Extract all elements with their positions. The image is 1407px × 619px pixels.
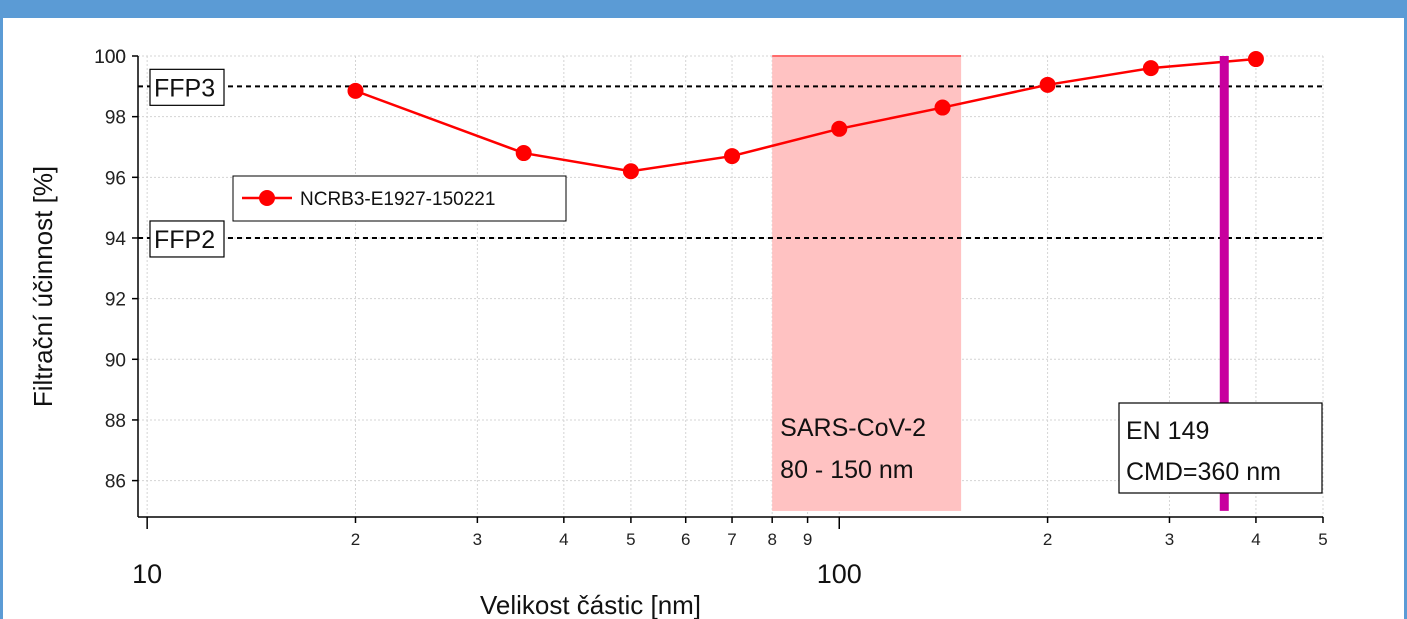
x-minor-tick-label: 5 <box>626 530 635 549</box>
data-point <box>934 99 951 116</box>
y-tick-label: 96 <box>105 168 126 189</box>
sars-cov-2-band <box>772 56 962 511</box>
data-point <box>1039 76 1056 93</box>
y-tick-label: 94 <box>105 229 127 250</box>
y-tick-label: 100 <box>94 47 126 68</box>
data-point <box>515 145 532 162</box>
x-axis-title: Velikost částic [nm] <box>480 590 701 619</box>
band-label: SARS-CoV-2 80 - 150 nm <box>780 414 926 484</box>
y-tick-label: 90 <box>105 350 126 371</box>
slide-header-bar <box>0 0 1407 18</box>
x-minor-tick-label: 5 <box>1318 530 1327 549</box>
y-tick-label: 92 <box>105 290 126 311</box>
label-ffp3-text: FFP3 <box>154 74 215 102</box>
band-label-line1: SARS-CoV-2 <box>780 414 926 442</box>
x-minor-tick-label: 3 <box>1165 530 1174 549</box>
x-minor-tick-label: 9 <box>803 530 812 549</box>
x-minor-tick-label: 3 <box>473 530 482 549</box>
label-ffp3-box <box>149 68 225 106</box>
data-point <box>724 148 741 165</box>
cmd-label: EN 149 CMD=360 nm <box>1118 402 1323 494</box>
slide-border-left <box>0 18 3 619</box>
cmd-label-line1: EN 149 <box>1126 417 1209 445</box>
x-minor-tick-label: 4 <box>559 530 568 549</box>
label-ffp2-box <box>149 220 225 258</box>
cmd-label-line2: CMD=360 nm <box>1126 458 1281 486</box>
y-tick-label: 88 <box>105 411 126 432</box>
x-minor-tick-label: 8 <box>767 530 776 549</box>
data-point <box>1142 60 1159 77</box>
data-point <box>831 120 848 137</box>
y-tick-label: 98 <box>105 108 126 129</box>
label-ffp2: FFP2 <box>149 220 225 258</box>
x-minor-tick-label: 7 <box>727 530 736 549</box>
label-ffp2-text: FFP2 <box>154 226 215 254</box>
x-major-tick-label: 10 <box>132 559 162 589</box>
legend-series-label: NCRB3-E1927-150221 <box>300 189 495 210</box>
y-tick-label: 100 <box>94 47 126 68</box>
x-major-tick-label: 100 <box>817 559 862 589</box>
cmd-label-box <box>1118 402 1323 494</box>
y-axis-title: Filtrační účinnost [%] <box>28 166 58 407</box>
y-tick-label: 86 <box>105 472 126 493</box>
band-layer <box>772 55 962 511</box>
x-minor-tick-label: 6 <box>681 530 690 549</box>
legend: NCRB3-E1927-150221 <box>232 175 567 222</box>
band-label-line2: 80 - 150 nm <box>780 456 913 484</box>
labels-layer: FFP3 FFP2 SARS-CoV-2 80 - 150 nm EN 149 CMD=3… <box>149 68 1323 494</box>
label-ffp3: FFP3 <box>149 68 225 106</box>
x-minor-tick-label: 2 <box>351 530 360 549</box>
data-point <box>1247 51 1264 68</box>
x-minor-tick-label: 4 <box>1251 530 1260 549</box>
legend-marker-swatch <box>259 190 275 206</box>
x-minor-tick-label: 2 <box>1043 530 1052 549</box>
data-point <box>347 82 364 99</box>
series-layer <box>347 51 1264 180</box>
data-point <box>622 163 639 180</box>
slide-border-right <box>1404 18 1407 619</box>
